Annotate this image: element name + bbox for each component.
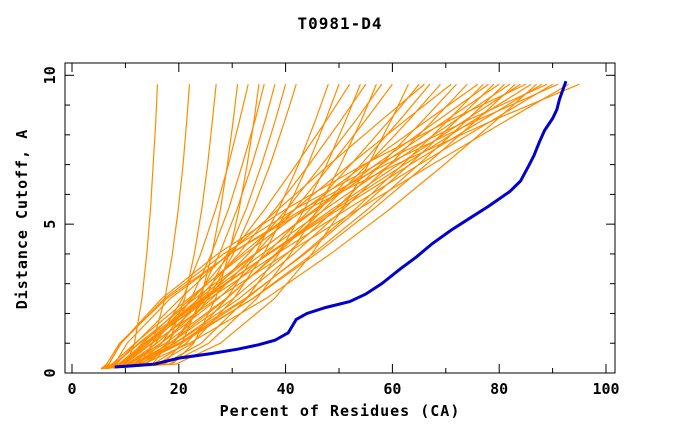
y-tick-label: 10 bbox=[41, 66, 59, 84]
model-curve bbox=[100, 83, 580, 369]
axis-frame bbox=[64, 62, 616, 374]
model-curve bbox=[101, 83, 553, 370]
x-tick-label: 20 bbox=[170, 380, 188, 398]
model-curve bbox=[101, 84, 287, 370]
x-tick-label: 40 bbox=[277, 380, 295, 398]
model-curve bbox=[101, 83, 393, 370]
model-curve bbox=[101, 83, 367, 370]
model-curve bbox=[101, 83, 479, 370]
model-curve bbox=[101, 83, 383, 370]
model-curve bbox=[101, 84, 361, 370]
y-tick-label: 5 bbox=[41, 220, 59, 229]
model-curve bbox=[101, 83, 537, 370]
model-curve bbox=[101, 83, 409, 370]
x-tick-label: 0 bbox=[67, 380, 76, 398]
axis-ticks bbox=[65, 63, 615, 374]
model-curve bbox=[101, 83, 431, 370]
model-curve bbox=[101, 83, 452, 370]
model-curve bbox=[101, 84, 340, 370]
x-axis-label: Percent of Residues (CA) bbox=[219, 402, 461, 420]
model-curves bbox=[100, 83, 580, 370]
x-tick-label: 60 bbox=[383, 380, 401, 398]
model-curve bbox=[101, 83, 543, 370]
model-curve bbox=[101, 83, 420, 370]
highlight-curve bbox=[114, 80, 568, 369]
y-tick-label: 0 bbox=[41, 368, 59, 377]
model-curve bbox=[101, 83, 569, 370]
model-curve bbox=[101, 83, 495, 370]
x-tick-label: 80 bbox=[490, 380, 508, 398]
y-axis-label: Distance Cutoff, A bbox=[13, 128, 31, 310]
model-curve bbox=[101, 83, 489, 370]
model-curve bbox=[101, 83, 548, 370]
x-tick-label: 100 bbox=[592, 380, 619, 398]
model-curve bbox=[101, 84, 159, 370]
chart-title: T0981-D4 bbox=[297, 14, 383, 33]
